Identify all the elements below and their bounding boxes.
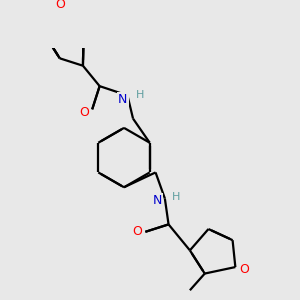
Text: N: N [153, 194, 162, 207]
Text: N: N [118, 93, 128, 106]
Text: H: H [172, 192, 180, 202]
Text: O: O [239, 263, 249, 276]
Text: O: O [132, 225, 142, 238]
Text: O: O [79, 106, 89, 118]
Text: H: H [136, 90, 145, 100]
Text: O: O [55, 0, 65, 11]
